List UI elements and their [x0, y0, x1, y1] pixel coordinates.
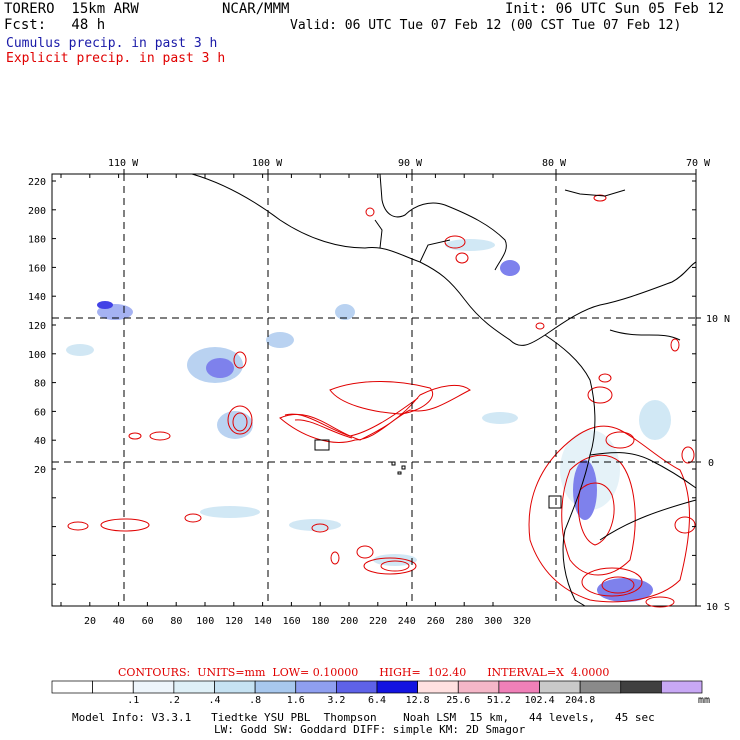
colorbar-label: 102.4: [524, 695, 555, 706]
explicit-legend: Explicit precip. in past 3 h: [6, 51, 226, 66]
coastlines: [191, 173, 697, 607]
x-axis-label: 180: [311, 616, 329, 627]
x-axis-label: 140: [254, 616, 272, 627]
lat-label-10s: 10 S: [706, 602, 730, 613]
x-axis-label: 280: [455, 616, 473, 627]
colorbar-label: .8: [249, 695, 262, 706]
y-axis-label: 100: [28, 350, 46, 361]
x-axis-label: 160: [283, 616, 301, 627]
cumulus-legend: Cumulus precip. in past 3 h: [6, 36, 218, 51]
map-frame: [51, 173, 697, 607]
x-axis-label: 220: [369, 616, 387, 627]
colorbar-label: 204.8: [565, 695, 596, 706]
x-axis-label: 60: [142, 616, 154, 627]
colorbar-swatch: [579, 680, 622, 694]
colorbar-label: .1: [127, 695, 140, 706]
colorbar-label: 51.2: [486, 695, 511, 706]
y-axis-labels: 220 200 180 160 140 120 100 80 60 40 20: [28, 177, 46, 476]
colorbar-unit: mm: [698, 695, 711, 706]
y-axis-label: 40: [34, 436, 46, 447]
colorbar-label: 6.4: [368, 695, 387, 706]
y-axis-label: 120: [28, 321, 46, 332]
lon-label-80w: 80 W: [542, 158, 567, 169]
y-axis-label: 200: [28, 206, 46, 217]
lat-label-0: 0: [708, 458, 714, 469]
graticule: [52, 174, 696, 606]
x-axis-label: 260: [427, 616, 445, 627]
x-axis-label: 80: [170, 616, 182, 627]
colorbar-swatch: [92, 680, 134, 694]
colorbar-swatch: [51, 680, 93, 694]
valid-time: Valid: 06 UTC Tue 07 Feb 12 (00 CST Tue …: [290, 18, 682, 33]
x-axis-label: 300: [484, 616, 502, 627]
colorbar-swatch: [661, 680, 703, 694]
colorbar-swatch: [417, 680, 459, 694]
y-axis-label: 20: [34, 465, 46, 476]
y-axis-label: 180: [28, 235, 46, 246]
colorbar-label: 25.6: [446, 695, 471, 706]
x-axis-labels: 20 40 60 80 100 120 140 160 180 200 220 240 260 280 30…: [84, 616, 531, 627]
colorbar-swatch: [214, 680, 256, 694]
x-axis-label: 100: [196, 616, 214, 627]
x-axis-label: 20: [84, 616, 96, 627]
lon-label-70w: 70 W: [686, 158, 711, 169]
org-label: NCAR/MMM: [222, 1, 290, 17]
x-axis-label: 40: [113, 616, 125, 627]
y-axis-label: 160: [28, 263, 46, 274]
colorbar-swatch: [620, 680, 662, 694]
lon-label-100w: 100 W: [252, 158, 283, 169]
x-axis-label: 320: [513, 616, 531, 627]
lon-label-90w: 90 W: [398, 158, 423, 169]
colorbar-swatch: [336, 680, 378, 694]
model-info-line1: Model Info: V3.3.1 Tiedtke YSU PBL Thomp…: [72, 711, 655, 724]
x-axis-label: 200: [340, 616, 358, 627]
y-axis-label: 60: [34, 407, 46, 418]
colorbar-swatch: [376, 680, 418, 694]
colorbar-label: 1.6: [286, 695, 305, 706]
colorbar-swatch: [498, 680, 540, 694]
colorbar-swatch: [132, 680, 175, 694]
colorbar-label: 3.2: [327, 695, 346, 706]
contour-info: CONTOURS: UNITS=mm LOW= 0.10000 HIGH= 10…: [118, 666, 610, 679]
x-axis-label: 240: [398, 616, 416, 627]
y-axis-label: 220: [28, 177, 46, 188]
colorbar-swatch: [539, 680, 581, 694]
lat-label-10n: 10 N: [706, 314, 730, 325]
colorbar-label: 12.8: [405, 695, 430, 706]
colorbar-swatch: [457, 680, 500, 694]
colorbar-swatch: [173, 680, 215, 694]
colorbar-label: .2: [167, 695, 180, 706]
colorbar-swatch: [254, 680, 297, 694]
y-axis-label: 80: [34, 379, 46, 390]
y-axis-label: 140: [28, 292, 46, 303]
init-time: Init: 06 UTC Sun 05 Feb 12: [505, 1, 725, 17]
model-title: TORERO 15km ARW: [4, 1, 139, 17]
explicit-precip-contours: [67, 194, 696, 608]
colorbar-swatch: [295, 680, 337, 694]
axis-tick-marks: [52, 169, 701, 607]
lon-label-110w: 110 W: [108, 158, 139, 169]
model-info-line2: LW: Godd SW: Goddard DIFF: simple KM: 2D…: [214, 723, 526, 736]
colorbar-label: .4: [208, 695, 221, 706]
forecast-hour: Fcst: 48 h: [4, 17, 106, 33]
x-axis-label: 120: [225, 616, 243, 627]
colorbar: [51, 680, 703, 694]
